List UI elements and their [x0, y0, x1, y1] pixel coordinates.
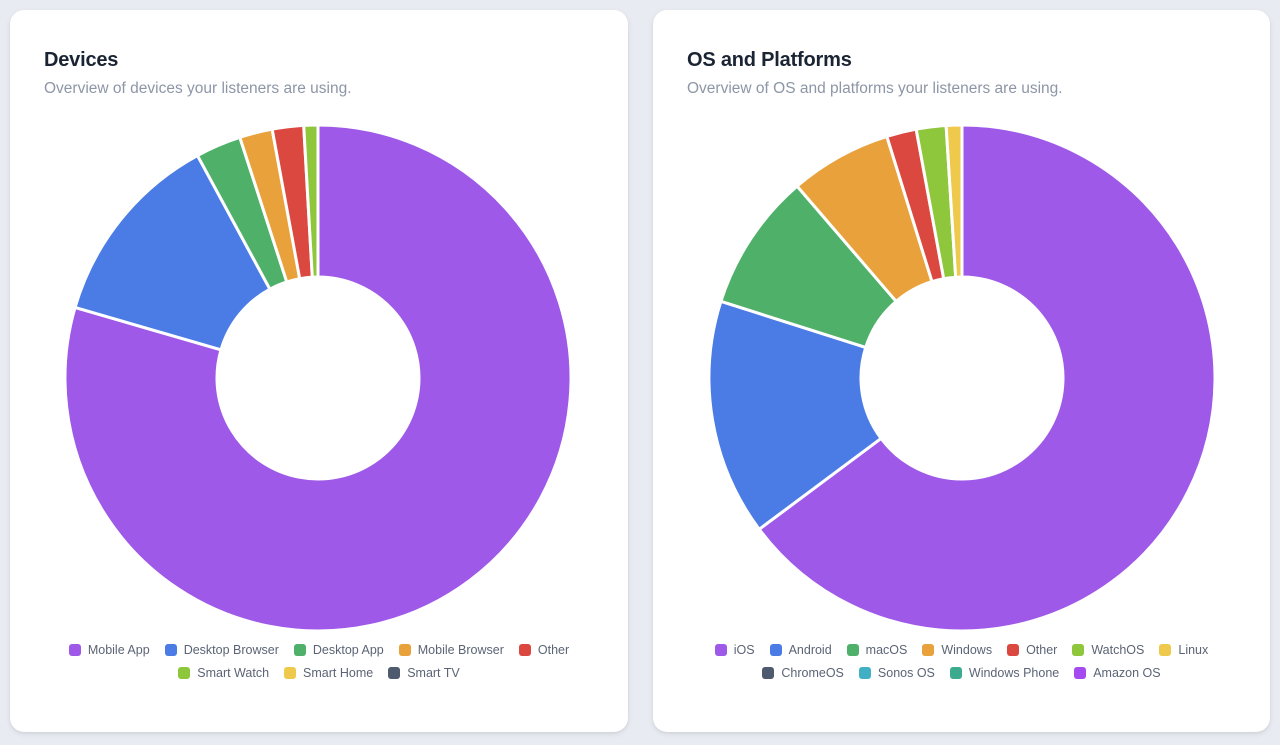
legend-label: Linux [1178, 643, 1209, 657]
legend-swatch-icon [388, 667, 401, 679]
legend-label: Mobile Browser [417, 643, 504, 657]
legend-swatch-icon [846, 644, 859, 656]
pie-slice-mobile-app[interactable] [63, 123, 573, 633]
legend-swatch-icon [398, 644, 411, 656]
pie-slice-desktop-browser[interactable] [73, 154, 272, 352]
legend-swatch-icon [1007, 644, 1020, 656]
os-platforms-card-subtitle: Overview of OS and platforms your listen… [687, 80, 1063, 97]
legend-swatch-icon [1072, 644, 1085, 656]
devices-card-title: Devices [44, 49, 119, 71]
legend-label: Mobile App [87, 643, 150, 657]
pie-slice-linux[interactable] [944, 123, 964, 279]
devices-card-subtitle: Overview of devices your listeners are u… [44, 80, 352, 97]
legend-label: Android [788, 643, 832, 657]
legend-item-linux[interactable]: Linux [1159, 642, 1208, 658]
legend-item-ios[interactable]: iOS [714, 642, 755, 658]
legend-swatch-icon [164, 644, 177, 656]
legend-label: Sonos OS [877, 666, 935, 680]
pie-slice-android[interactable] [707, 299, 883, 531]
legend-label: ChromeOS [781, 666, 844, 680]
legend-label: Other [1026, 643, 1058, 657]
legend-label: Smart Home [303, 666, 374, 680]
devices-card: Devices Overview of devices your listene… [10, 10, 628, 732]
legend-item-smart-home[interactable]: Smart Home [284, 665, 373, 681]
legend-item-smart-tv[interactable]: Smart TV [388, 665, 460, 681]
os-platforms-donut-chart [702, 118, 1222, 638]
legend-label: iOS [733, 643, 755, 657]
legend-swatch-icon [769, 644, 782, 656]
legend-item-other[interactable]: Other [518, 642, 570, 658]
legend-swatch-icon [178, 667, 191, 679]
legend-swatch-icon [1074, 667, 1087, 679]
legend-label: Amazon OS [1093, 666, 1161, 680]
legend-swatch-icon [293, 644, 306, 656]
legend-label: Windows Phone [968, 666, 1060, 680]
legend-item-desktop-browser[interactable]: Desktop Browser [164, 642, 279, 658]
pie-slice-smart-watch[interactable] [302, 123, 320, 279]
legend-item-macos[interactable]: macOS [846, 642, 908, 658]
os-platforms-card: OS and Platforms Overview of OS and plat… [653, 10, 1270, 732]
legend-label: Smart Watch [197, 666, 270, 680]
legend-item-sonos-os[interactable]: Sonos OS [858, 665, 935, 681]
legend-item-desktop-app[interactable]: Desktop App [293, 642, 384, 658]
legend-swatch-icon [949, 667, 962, 679]
legend-item-chromeos[interactable]: ChromeOS [762, 665, 844, 681]
legend-label: Smart TV [407, 666, 460, 680]
legend-swatch-icon [714, 644, 727, 656]
legend-label: Desktop App [312, 643, 384, 657]
legend-swatch-icon [284, 667, 297, 679]
legend-label: WatchOS [1091, 643, 1145, 657]
legend-swatch-icon [922, 644, 935, 656]
legend-item-mobile-browser[interactable]: Mobile Browser [398, 642, 504, 658]
legend-item-watchos[interactable]: WatchOS [1072, 642, 1144, 658]
os-platforms-chart-legend: iOS Android macOS Windows Other WatchOS Linux C… [683, 642, 1240, 681]
os-platforms-card-title: OS and Platforms [687, 49, 852, 71]
devices-chart-legend: Mobile App Desktop Browser Desktop App Mobi… [40, 642, 598, 681]
legend-swatch-icon [518, 644, 531, 656]
legend-swatch-icon [68, 644, 81, 656]
legend-swatch-icon [1159, 644, 1172, 656]
legend-label: Desktop Browser [183, 643, 279, 657]
devices-donut-chart [58, 118, 578, 638]
legend-item-mobile-app[interactable]: Mobile App [68, 642, 150, 658]
legend-item-amazon-os[interactable]: Amazon OS [1074, 665, 1161, 681]
legend-item-smart-watch[interactable]: Smart Watch [178, 665, 269, 681]
legend-item-other[interactable]: Other [1007, 642, 1057, 658]
legend-swatch-icon [762, 667, 775, 679]
legend-item-android[interactable]: Android [769, 642, 832, 658]
legend-item-windows-phone[interactable]: Windows Phone [949, 665, 1060, 681]
legend-label: Other [537, 643, 570, 657]
legend-label: macOS [865, 643, 908, 657]
legend-swatch-icon [858, 667, 871, 679]
pie-slice-ios[interactable] [757, 123, 1217, 633]
legend-item-windows[interactable]: Windows [922, 642, 992, 658]
legend-label: Windows [941, 643, 993, 657]
